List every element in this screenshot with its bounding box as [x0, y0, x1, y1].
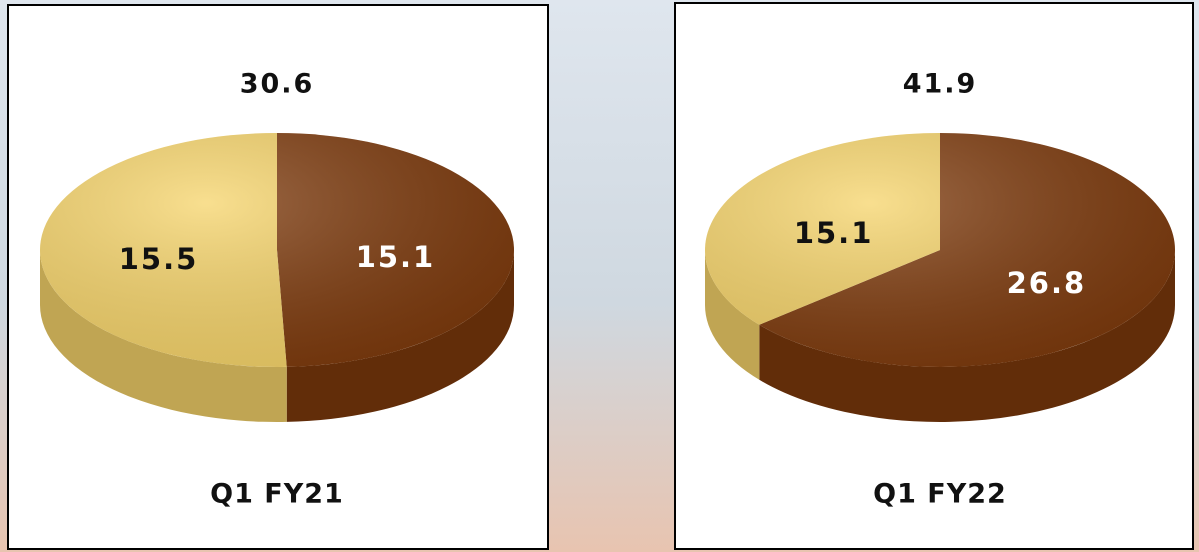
pie-shine — [705, 133, 1175, 367]
pie-slice-side — [705, 250, 760, 380]
chart-total: 30.6 — [240, 69, 315, 100]
pie-slice-side — [40, 250, 287, 423]
chart-label: Q1 FY21 — [210, 479, 344, 510]
pie-slice-side — [759, 250, 1175, 423]
pie-shine — [40, 133, 514, 367]
data-label: 26.8 — [1007, 266, 1087, 300]
data-label: 15.1 — [794, 216, 874, 250]
chart-label: Q1 FY22 — [873, 479, 1007, 510]
pie-slice-side — [286, 250, 514, 422]
data-label: 15.1 — [356, 240, 436, 274]
data-label: 15.5 — [119, 242, 199, 276]
chart-total: 41.9 — [903, 69, 978, 100]
